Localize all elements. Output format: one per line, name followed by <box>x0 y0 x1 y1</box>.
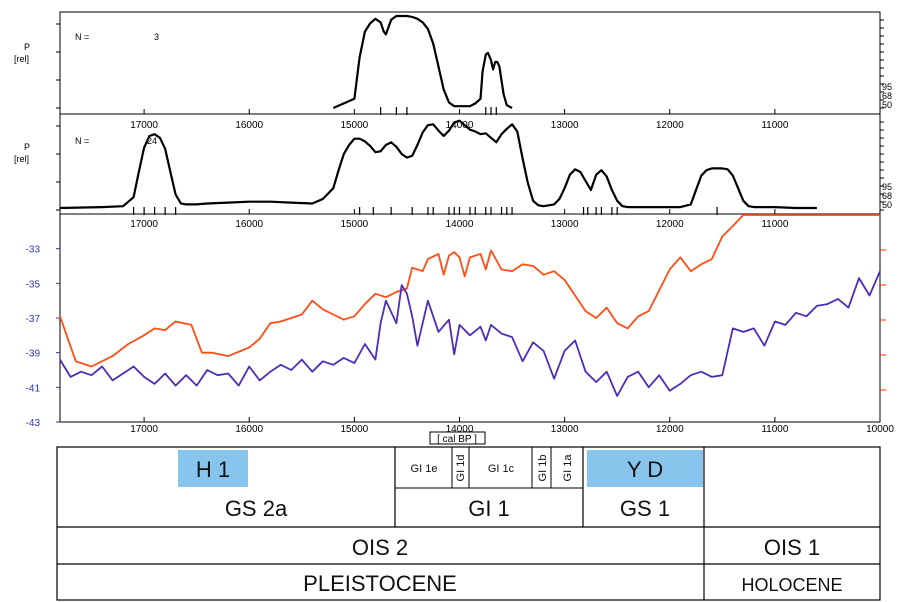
probability-curve <box>59 119 817 210</box>
x-tick-label: 14000 <box>446 424 474 435</box>
x-tick-label: 12000 <box>656 424 684 435</box>
panel-top-frame <box>59 11 881 115</box>
gi1d-label: GI 1d <box>455 455 467 482</box>
right-level-label: 50 <box>882 200 892 210</box>
holocene-label: HOLOCENE <box>741 575 842 595</box>
probability-panel-bottom: P [rel] N = 24 17000 16000 15000 14000 13000… <box>14 113 892 230</box>
yd-highlight <box>587 450 703 487</box>
right-level-label: 50 <box>882 100 892 110</box>
panel-bottom-n-value: 24 <box>147 136 157 146</box>
isotope-panel-frame <box>59 213 881 423</box>
isotope-panel: -33 -35 -37 -39 -41 -43 17000 16000 15000 14000 13… <box>26 213 894 445</box>
probability-panel-top: P [rel] N = 3 17000 16000 15000 14000 13000 1… <box>14 11 892 131</box>
x-tick-label: 11000 <box>761 120 789 131</box>
x-tick-label: 11000 <box>761 219 789 230</box>
ois2-label: OIS 2 <box>352 535 408 560</box>
gs1-label: GS 1 <box>620 496 670 521</box>
h1-label: H 1 <box>196 457 230 482</box>
xlabel-box <box>429 431 486 445</box>
right-level-label: 95 <box>882 182 892 192</box>
x-tick-label: 16000 <box>235 120 263 131</box>
right-level-label: 95 <box>882 82 892 92</box>
gi1a-label: GI 1a <box>562 454 574 482</box>
x-axis-label: [ cal BP ] <box>437 434 477 445</box>
x-tick-label: 16000 <box>235 424 263 435</box>
panel-bottom-n-label: N = <box>75 136 89 146</box>
x-tick-label: 13000 <box>551 120 579 131</box>
x-tick-label: 17000 <box>130 120 158 131</box>
y-tick-label: -41 <box>26 383 41 394</box>
x-tick-label: 15000 <box>340 120 368 131</box>
gi1b-label: GI 1b <box>537 455 549 482</box>
y-tick-label: -33 <box>26 245 41 256</box>
x-tick-label: 12000 <box>656 120 684 131</box>
x-tick-label: 14000 <box>446 219 474 230</box>
x-tick-label: 15000 <box>340 219 368 230</box>
gi1-label: GI 1 <box>468 496 510 521</box>
pleistocene-label: PLEISTOCENE <box>303 571 457 596</box>
stratigraphy-table: H 1 GS 2a GI 1e GI 1d GI 1c GI 1b GI 1a … <box>56 446 881 601</box>
x-tick-label: 13000 <box>551 424 579 435</box>
panel-bottom-ylabel-rel: [rel] <box>14 154 29 164</box>
x-tick-label: 13000 <box>551 219 579 230</box>
panel-top-n-label: N = <box>75 32 89 42</box>
gi1c-label: GI 1c <box>488 463 515 475</box>
y-tick-label: -39 <box>26 349 41 360</box>
isotope-series-line <box>59 270 881 397</box>
panel-top-ylabel-rel: [rel] <box>14 54 29 64</box>
panel-top-n-value: 3 <box>154 32 159 42</box>
panel-top-ylabel-p: P <box>24 42 30 52</box>
right-level-label: 68 <box>882 91 892 101</box>
panel-bottom-ylabel-p: P <box>24 142 30 152</box>
x-tick-label: 14000 <box>446 120 474 131</box>
isotope-series-line <box>59 214 880 368</box>
probability-curve <box>332 14 513 110</box>
ois1-label: OIS 1 <box>764 535 820 560</box>
y-tick-label: -35 <box>26 279 41 290</box>
x-tick-label: 12000 <box>656 219 684 230</box>
gs2a-label: GS 2a <box>225 496 288 521</box>
x-tick-label: 10000 <box>866 424 894 435</box>
y-tick-label: -37 <box>26 314 41 325</box>
x-tick-label: 17000 <box>130 424 158 435</box>
x-tick-label: 17000 <box>130 219 158 230</box>
yd-label: Y D <box>627 457 663 482</box>
x-tick-label: 11000 <box>761 424 789 435</box>
h1-highlight <box>178 450 248 487</box>
gi1e-label: GI 1e <box>411 463 438 475</box>
x-tick-label: 16000 <box>235 219 263 230</box>
y-tick-label: -43 <box>26 418 41 429</box>
x-tick-label: 15000 <box>340 424 368 435</box>
right-level-label: 68 <box>882 191 892 201</box>
